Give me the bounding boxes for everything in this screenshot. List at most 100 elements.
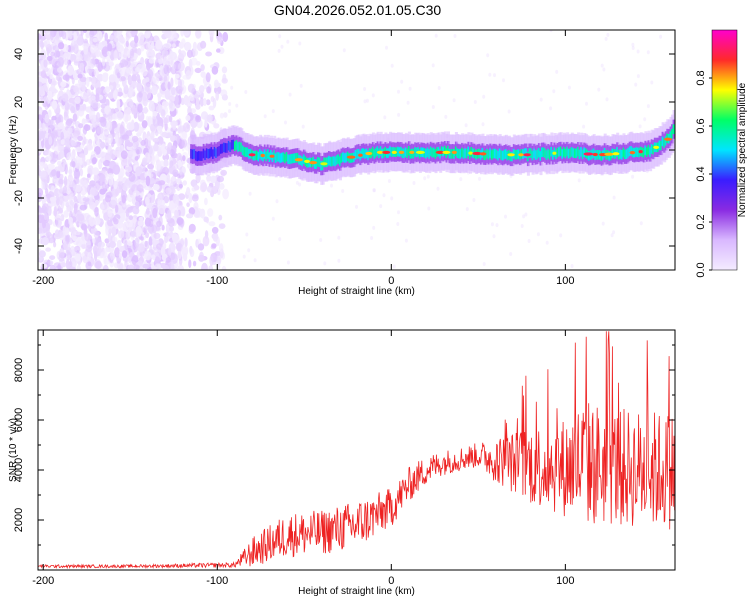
noise-speckle	[83, 124, 91, 131]
noise-speckle	[116, 240, 122, 248]
noise-speckle	[125, 30, 132, 33]
signal-core	[534, 150, 538, 160]
signal-core	[230, 140, 234, 150]
noise-speckle	[295, 180, 299, 185]
noise-speckle	[182, 155, 186, 162]
noise-speckle	[107, 144, 112, 155]
noise-speckle	[161, 224, 165, 231]
noise-speckle	[54, 145, 60, 155]
noise-speckle	[87, 252, 92, 261]
noise-speckle	[180, 30, 185, 37]
noise-speckle	[145, 208, 150, 215]
noise-speckle	[107, 43, 113, 52]
noise-speckle	[490, 222, 494, 227]
signal-core	[213, 146, 217, 157]
noise-speckle	[113, 89, 118, 101]
noise-speckle	[134, 237, 140, 248]
noise-speckle	[137, 78, 141, 84]
noise-speckle	[216, 36, 223, 44]
noise-speckle	[171, 233, 179, 242]
signal-core	[282, 152, 286, 162]
noise-speckle	[202, 235, 210, 247]
noise-speckle	[220, 89, 228, 97]
noise-speckle	[130, 57, 135, 67]
noise-speckle	[452, 98, 456, 103]
noise-speckle	[502, 78, 505, 83]
noise-speckle	[81, 225, 88, 230]
signal-core	[490, 150, 494, 160]
noise-speckle	[74, 230, 81, 236]
snr-x-label: Height of straight line (km)	[298, 586, 415, 597]
x-tick-label: -100	[206, 275, 228, 287]
noise-speckle	[213, 123, 220, 129]
noise-speckle	[38, 192, 42, 199]
noise-speckle	[107, 232, 112, 243]
signal-core	[530, 148, 533, 158]
signal-core	[509, 151, 513, 162]
signal-core	[191, 149, 195, 160]
noise-speckle	[157, 193, 163, 202]
signal-core	[619, 149, 622, 159]
noise-speckle	[158, 58, 163, 65]
signal-core	[577, 146, 580, 157]
noise-speckle	[107, 134, 113, 144]
noise-speckle	[95, 112, 101, 123]
y-tick-label: 6000	[13, 408, 25, 432]
signal-core	[448, 148, 452, 159]
noise-speckle	[188, 223, 196, 233]
noise-speckle	[141, 157, 148, 166]
signal-core	[564, 148, 567, 159]
noise-speckle	[113, 183, 118, 190]
figure-title: GN04.2026.052.01.05.C30	[273, 2, 442, 18]
signal-peak	[409, 150, 415, 154]
noise-speckle	[288, 92, 292, 97]
signal-core	[223, 142, 226, 153]
noise-speckle	[570, 264, 574, 268]
noise-speckle	[181, 138, 188, 148]
noise-speckle	[549, 30, 553, 33]
noise-speckle	[509, 252, 513, 256]
noise-speckle	[43, 195, 47, 203]
noise-speckle	[536, 232, 540, 237]
noise-speckle	[193, 202, 199, 211]
noise-speckle	[53, 188, 60, 197]
signal-peak	[304, 159, 311, 163]
noise-speckle	[355, 204, 358, 209]
noise-speckle	[383, 115, 387, 120]
noise-speckle	[63, 52, 70, 58]
noise-speckle	[38, 250, 46, 258]
noise-speckle	[131, 73, 137, 83]
signal-core	[234, 141, 237, 151]
noise-speckle	[116, 72, 121, 79]
noise-speckle	[163, 56, 168, 63]
colorbar-tick-label: 0.2	[695, 214, 707, 229]
noise-speckle	[363, 99, 367, 104]
signal-core	[205, 148, 209, 158]
noise-speckle	[473, 100, 477, 104]
noise-speckle	[123, 113, 129, 122]
signal-core	[453, 149, 456, 159]
noise-speckle	[223, 112, 228, 118]
noise-speckle	[203, 216, 209, 223]
signal-core	[371, 146, 375, 157]
signal-core	[660, 140, 663, 151]
noise-speckle	[111, 226, 117, 237]
noise-speckle	[319, 238, 323, 242]
signal-peak	[664, 137, 672, 141]
noise-speckle	[61, 30, 67, 40]
signal-core	[459, 149, 463, 159]
signal-core	[625, 149, 629, 159]
noise-speckle	[182, 180, 187, 186]
signal-core	[227, 140, 231, 151]
noise-speckle	[330, 183, 333, 188]
signal-peak	[468, 151, 473, 155]
signal-core	[537, 147, 541, 158]
noise-speckle	[178, 183, 183, 189]
signal-peak	[552, 151, 557, 155]
noise-speckle	[57, 122, 65, 130]
signal-core	[583, 147, 586, 157]
signal-core	[467, 146, 470, 157]
signal-core	[357, 148, 361, 159]
noise-speckle	[110, 196, 118, 206]
noise-speckle	[150, 41, 155, 50]
